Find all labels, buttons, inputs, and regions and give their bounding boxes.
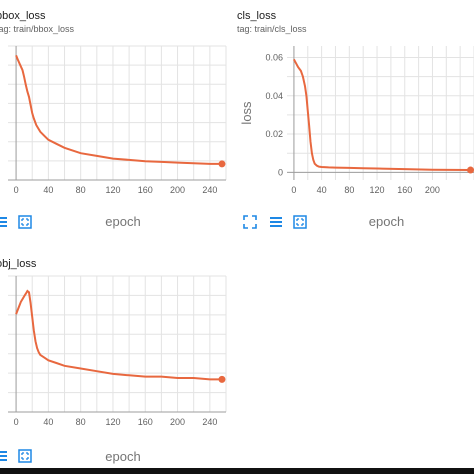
fit-domain-icon[interactable] xyxy=(18,449,32,463)
x-tick-label: 40 xyxy=(43,417,53,427)
chart-card-cls-loss: cls_loss tag: train/cls_loss 0 40 80 120 160… xyxy=(237,0,474,245)
series-line xyxy=(15,55,222,165)
x-tick-label: 240 xyxy=(202,185,217,195)
x-tick-label: 120 xyxy=(105,185,120,195)
series-line xyxy=(15,289,222,381)
x-axis-label: epoch xyxy=(105,214,140,229)
x-tick-label: 240 xyxy=(202,417,217,427)
x-tick-label: 80 xyxy=(76,185,86,195)
x-tick-label: 160 xyxy=(138,417,153,427)
chart-svg-obj-loss: 0 40 80 120 160 200 240 epoch xyxy=(8,275,227,464)
x-tick-label: 200 xyxy=(170,417,185,427)
chart-card-bbox-loss: bbox_loss tag: train/bbox_loss 0 40 80 120 1… xyxy=(0,0,230,245)
series-line-shadow xyxy=(15,55,222,165)
x-tick-label: 0 xyxy=(14,417,19,427)
window-bottom-edge xyxy=(0,468,474,474)
x-tick-label: 200 xyxy=(170,185,185,195)
chart-tag: tag: train/cls_loss xyxy=(237,24,307,34)
x-tick-label: 200 xyxy=(425,185,440,195)
series-line xyxy=(293,58,471,171)
fit-domain-icon[interactable] xyxy=(293,215,307,229)
chart-title: bbox_loss xyxy=(0,10,46,22)
x-axis-label: epoch xyxy=(105,449,140,464)
chart-title: cls_loss xyxy=(237,10,277,22)
y-tick-label: 0.06 xyxy=(265,52,283,62)
x-tick-label: 120 xyxy=(370,185,385,195)
series-end-point xyxy=(218,160,226,168)
plot-area: 0 40 80 120 160 200 240 epoch xyxy=(8,275,227,464)
y-tick-label: 0.04 xyxy=(265,91,283,101)
y-axis-label: loss xyxy=(239,101,254,125)
x-tick-label: 80 xyxy=(344,185,354,195)
chart-card-obj-loss: obj_loss 0 40 80 120 160 200 240 epoch xyxy=(0,250,230,474)
x-tick-label: 160 xyxy=(138,185,153,195)
chart-title: obj_loss xyxy=(0,258,37,270)
x-tick-label: 40 xyxy=(317,185,327,195)
x-tick-label: 120 xyxy=(105,417,120,427)
x-axis-label: epoch xyxy=(369,214,404,229)
chart-tag: tag: train/bbox_loss xyxy=(0,24,75,34)
x-tick-label: 40 xyxy=(43,185,53,195)
fit-domain-icon[interactable] xyxy=(18,215,32,229)
toggle-y-axis-log-scale-icon[interactable] xyxy=(0,215,10,229)
series-end-point xyxy=(218,375,226,383)
x-tick-label: 0 xyxy=(291,185,296,195)
chart-svg-bbox-loss: 0 40 80 120 160 200 240 epoch xyxy=(8,45,227,229)
chart-svg-cls-loss: 0 40 80 120 160 200 0 0.02 0.04 0.06 epoch loss xyxy=(239,46,474,229)
x-tick-label: 160 xyxy=(397,185,412,195)
toggle-y-axis-log-scale-icon[interactable] xyxy=(0,449,10,463)
y-tick-label: 0.02 xyxy=(265,129,283,139)
x-tick-label: 0 xyxy=(14,185,19,195)
x-tick-label: 80 xyxy=(76,417,86,427)
y-tick-label: 0 xyxy=(278,167,283,177)
series-end-point xyxy=(467,166,474,174)
series-line-shadow xyxy=(15,290,222,380)
plot-area: 0 40 80 120 160 200 240 epoch xyxy=(8,45,227,229)
toggle-y-axis-log-scale-icon[interactable] xyxy=(269,215,283,229)
fullscreen-icon[interactable] xyxy=(243,215,257,229)
plot-area: 0 40 80 120 160 200 0 0.02 0.04 0.06 epoch loss xyxy=(239,46,474,229)
